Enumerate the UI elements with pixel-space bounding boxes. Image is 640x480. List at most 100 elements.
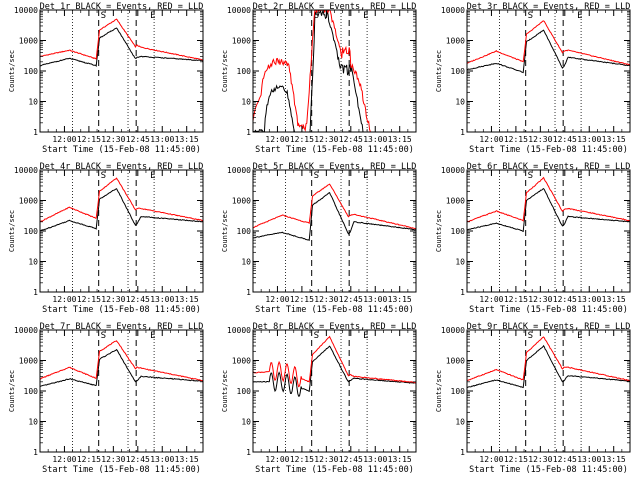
- y-tick-label: 10: [455, 258, 465, 267]
- y-tick-label: 1000: [232, 37, 251, 46]
- events-series-line: [467, 187, 630, 233]
- events-series-line: [40, 188, 203, 232]
- y-tick-label: 10000: [227, 326, 251, 335]
- y-tick-label: 1: [33, 128, 38, 137]
- y-tick-label: 100: [24, 67, 39, 76]
- x-axis-label: Start Time (15-Feb-08 11:45:00): [255, 145, 414, 155]
- x-tick-label: 12:45: [553, 135, 577, 144]
- y-tick-label: 100: [451, 227, 466, 236]
- lld-series-line: [253, 183, 416, 230]
- panel-title: Det 9r BLACK = Events, RED = LLD: [467, 322, 631, 332]
- x-tick-label: 13:00: [577, 135, 601, 144]
- x-tick-label: 13:15: [175, 135, 199, 144]
- y-tick-label: 10000: [227, 6, 251, 15]
- x-tick-label: 12:15: [504, 455, 528, 464]
- events-series-line: [253, 192, 416, 242]
- x-axis-label: Start Time (15-Feb-08 11:45:00): [255, 305, 414, 315]
- x-tick-label: 12:30: [101, 135, 125, 144]
- y-tick-label: 10: [455, 418, 465, 427]
- y-tick-label: 10: [241, 258, 251, 267]
- x-tick-label: 12:15: [504, 135, 528, 144]
- start-marker: S: [314, 11, 319, 21]
- panel-title: Det 6r BLACK = Events, RED = LLD: [467, 162, 631, 172]
- x-axis-label: Start Time (15-Feb-08 11:45:00): [469, 305, 628, 315]
- panel-title: Det 7r BLACK = Events, RED = LLD: [40, 322, 204, 332]
- x-axis-label: Start Time (15-Feb-08 11:45:00): [42, 145, 201, 155]
- x-tick-label: 13:00: [363, 295, 387, 304]
- x-tick-label: 12:00: [265, 455, 289, 464]
- y-tick-label: 1: [33, 448, 38, 457]
- panel-title: Det 8r BLACK = Events, RED = LLD: [253, 322, 417, 332]
- x-tick-label: 13:00: [150, 455, 174, 464]
- start-marker: S: [314, 331, 319, 341]
- lld-series-line: [467, 336, 630, 382]
- y-tick-label: 1000: [19, 197, 38, 206]
- x-tick-label: 13:15: [602, 135, 626, 144]
- y-axis-label: Counts/sec: [435, 210, 443, 252]
- y-tick-label: 100: [237, 227, 252, 236]
- y-tick-label: 1: [246, 448, 251, 457]
- y-tick-label: 10000: [14, 166, 38, 175]
- x-tick-label: 13:00: [363, 135, 387, 144]
- y-tick-label: 1: [246, 128, 251, 137]
- y-tick-label: 1: [33, 288, 38, 297]
- x-tick-label: 12:45: [126, 135, 150, 144]
- x-axis-label: Start Time (15-Feb-08 11:45:00): [469, 465, 628, 475]
- x-tick-label: 12:45: [339, 295, 363, 304]
- end-marker: E: [577, 331, 582, 341]
- x-tick-label: 12:30: [101, 295, 125, 304]
- y-axis-label: Counts/sec: [8, 210, 16, 252]
- y-tick-label: 1000: [232, 357, 251, 366]
- y-tick-label: 100: [24, 227, 39, 236]
- x-tick-label: 12:15: [77, 135, 101, 144]
- x-tick-label: 12:30: [314, 455, 338, 464]
- y-tick-label: 100: [451, 387, 466, 396]
- y-axis-label: Counts/sec: [435, 370, 443, 412]
- lld-series-line: [253, 10, 416, 132]
- end-marker: E: [150, 11, 155, 21]
- x-tick-label: 12:30: [101, 455, 125, 464]
- y-tick-label: 10000: [441, 166, 465, 175]
- x-tick-label: 13:00: [577, 295, 601, 304]
- y-tick-label: 10000: [227, 166, 251, 175]
- y-tick-label: 1000: [446, 197, 465, 206]
- x-tick-label: 12:15: [290, 135, 314, 144]
- end-marker: E: [150, 331, 155, 341]
- end-marker: E: [363, 11, 368, 21]
- start-marker: S: [528, 171, 533, 181]
- y-tick-label: 1: [246, 288, 251, 297]
- start-marker: S: [528, 331, 533, 341]
- start-marker: S: [528, 11, 533, 21]
- y-axis-label: Counts/sec: [221, 210, 229, 252]
- start-marker: S: [314, 171, 319, 181]
- panel-title: Det 1r BLACK = Events, RED = LLD: [40, 2, 204, 12]
- x-tick-label: 12:00: [52, 455, 76, 464]
- lld-series-line: [467, 20, 630, 66]
- x-tick-label: 12:00: [265, 295, 289, 304]
- x-tick-label: 13:00: [150, 135, 174, 144]
- x-tick-label: 12:15: [290, 295, 314, 304]
- x-tick-label: 12:45: [553, 295, 577, 304]
- y-tick-label: 1000: [446, 37, 465, 46]
- x-tick-label: 12:00: [52, 295, 76, 304]
- x-tick-label: 12:45: [339, 135, 363, 144]
- panel-title: Det 3r BLACK = Events, RED = LLD: [467, 2, 631, 12]
- x-tick-label: 12:45: [126, 455, 150, 464]
- y-tick-label: 10: [28, 258, 38, 267]
- x-tick-label: 12:00: [479, 135, 503, 144]
- x-tick-label: 12:30: [528, 455, 552, 464]
- start-marker: S: [101, 11, 106, 21]
- x-tick-label: 12:15: [77, 455, 101, 464]
- x-tick-label: 13:15: [175, 455, 199, 464]
- events-series-line: [253, 10, 416, 132]
- x-tick-label: 13:00: [150, 295, 174, 304]
- x-axis-label: Start Time (15-Feb-08 11:45:00): [255, 465, 414, 475]
- end-marker: E: [150, 171, 155, 181]
